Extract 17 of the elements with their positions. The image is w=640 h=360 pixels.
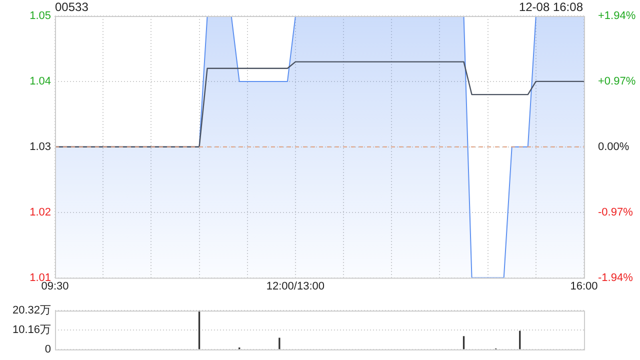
- y-tick-label: 1.04: [30, 75, 51, 88]
- chart-title: 00533: [55, 0, 88, 14]
- y2-tick-label: 0.00%: [598, 140, 630, 153]
- x-tick-label: 09:30: [41, 280, 69, 292]
- y-tick-label: 1.03: [30, 140, 51, 153]
- y-tick-label: 20.32万: [12, 304, 51, 317]
- y-tick-label: 10.16万: [12, 324, 51, 336]
- text: 12-08 16:08: [518, 0, 583, 14]
- y2-tick-label: -1.94%: [598, 272, 634, 284]
- y-tick-label: 0: [44, 343, 51, 356]
- x-tick-label: 16:00: [570, 280, 598, 292]
- y-tick-label: 1.02: [30, 206, 51, 218]
- y-tick-label: 1.05: [30, 10, 51, 22]
- x-tick-label: 12:00/13:00: [266, 280, 325, 292]
- y2-tick-label: -0.97%: [598, 206, 634, 218]
- y2-tick-label: +1.94%: [598, 10, 636, 22]
- y2-tick-label: +0.97%: [598, 75, 636, 88]
